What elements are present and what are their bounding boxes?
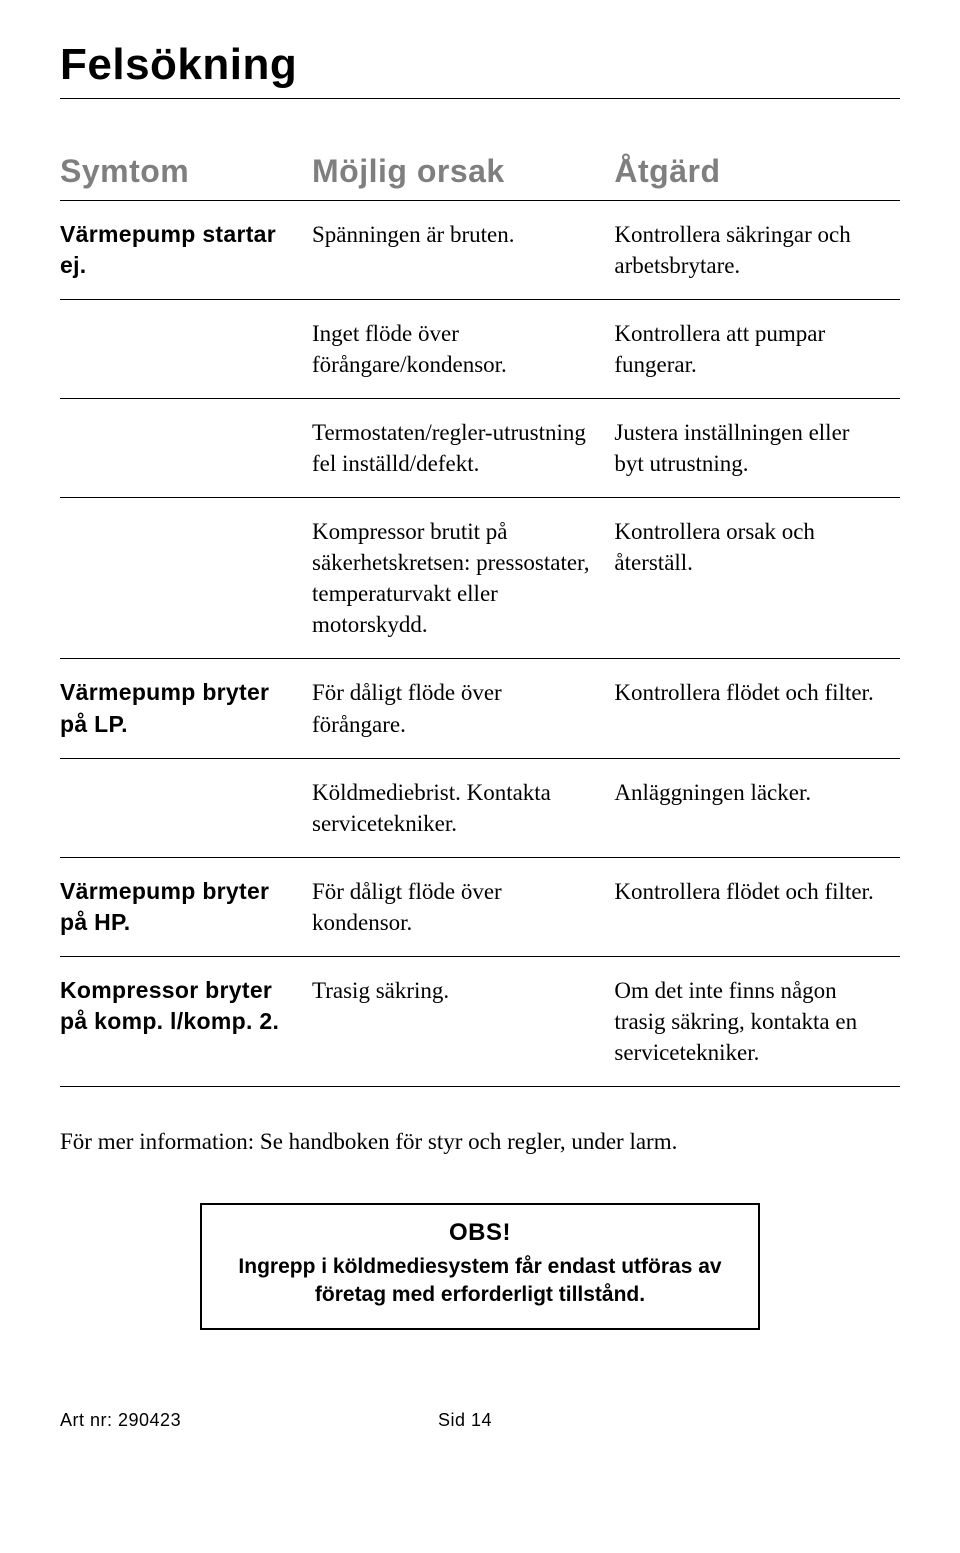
note-title: OBS!	[224, 1219, 736, 1247]
cell-action: Kontrollera säkringar och arbetsbrytare.	[614, 201, 900, 300]
cell-symptom: Värmepump startar ej.	[60, 201, 312, 300]
page-title: Felsökning	[60, 40, 900, 90]
cell-action: Kontrollera flödet och filter.	[614, 857, 900, 956]
cell-cause: Spänningen är bruten.	[312, 201, 614, 300]
note-box: OBS! Ingrepp i köldmediesystem får endas…	[200, 1203, 760, 1330]
cell-symptom	[60, 498, 312, 659]
table-row: Termostaten/regler-utrustning fel instäl…	[60, 399, 900, 498]
table-row: Kompressor bryter på komp. l/komp. 2.Tra…	[60, 956, 900, 1086]
table-row: Värmepump startar ej.Spänningen är brute…	[60, 201, 900, 300]
note-body: Ingrepp i köldmediesystem får endast utf…	[224, 1253, 736, 1310]
table-row: Värmepump bryter på HP.För dåligt flöde …	[60, 857, 900, 956]
page-footer: Art nr: 290423 Sid 14	[60, 1410, 900, 1431]
cell-symptom: Kompressor bryter på komp. l/komp. 2.	[60, 956, 312, 1086]
table-row: Köldmediebrist. Kontakta servicetekniker…	[60, 758, 900, 857]
footer-art-number: Art nr: 290423	[60, 1410, 438, 1431]
cell-cause: Termostaten/regler-utrustning fel instäl…	[312, 399, 614, 498]
more-info-text: För mer information: Se handboken för st…	[60, 1129, 900, 1155]
cell-cause: Kompressor brutit på säkerhetskretsen: p…	[312, 498, 614, 659]
cell-cause: Trasig säkring.	[312, 956, 614, 1086]
cell-action: Om det inte finns någon trasig säkring, …	[614, 956, 900, 1086]
table-body: Värmepump startar ej.Spänningen är brute…	[60, 201, 900, 1087]
title-rule	[60, 98, 900, 99]
table-row: Kompressor brutit på säkerhetskretsen: p…	[60, 498, 900, 659]
cell-cause: För dåligt flöde över kondensor.	[312, 857, 614, 956]
cell-symptom	[60, 399, 312, 498]
header-symptom: Symtom	[60, 153, 312, 200]
cell-cause: Köldmediebrist. Kontakta servicetekniker…	[312, 758, 614, 857]
cell-action: Kontrollera att pumpar fungerar.	[614, 300, 900, 399]
cell-action: Kontrollera flödet och filter.	[614, 659, 900, 758]
footer-page-number: Sid 14	[438, 1410, 900, 1431]
cell-cause: Inget flöde över förångare/kondensor.	[312, 300, 614, 399]
troubleshooting-table: Symtom Möjlig orsak Åtgärd Värmepump sta…	[60, 153, 900, 1087]
cell-action: Anläggningen läcker.	[614, 758, 900, 857]
header-cause: Möjlig orsak	[312, 153, 614, 200]
cell-cause: För dåligt flöde över förångare.	[312, 659, 614, 758]
table-row: Inget flöde över förångare/kondensor.Kon…	[60, 300, 900, 399]
cell-symptom: Värmepump bryter på LP.	[60, 659, 312, 758]
cell-action: Kontrollera orsak och återställ.	[614, 498, 900, 659]
cell-symptom	[60, 758, 312, 857]
header-action: Åtgärd	[614, 153, 900, 200]
cell-symptom	[60, 300, 312, 399]
row-separator	[60, 1086, 900, 1087]
cell-action: Justera inställningen eller byt utrustni…	[614, 399, 900, 498]
cell-symptom: Värmepump bryter på HP.	[60, 857, 312, 956]
table-row: Värmepump bryter på LP.För dåligt flöde …	[60, 659, 900, 758]
